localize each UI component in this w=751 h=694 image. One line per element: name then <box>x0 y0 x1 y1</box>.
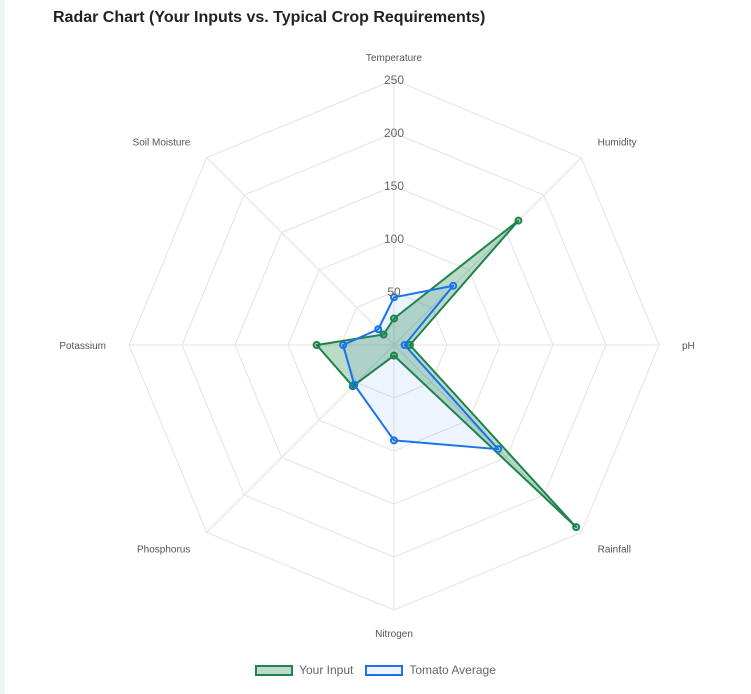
data-point-your-input-nitrogen[interactable] <box>390 351 398 360</box>
spoke-soil-moisture <box>206 157 395 346</box>
axis-label-phosphorus: Phosphorus <box>137 545 190 556</box>
data-point-your-input-rainfall[interactable] <box>572 523 581 532</box>
legend-swatch-your-input <box>255 664 294 676</box>
legend-item-your-input[interactable]: Your Input <box>255 663 353 677</box>
tick-label-200: 200 <box>384 126 404 140</box>
left-edge-strip <box>0 0 5 694</box>
axis-label-temperature: Temperature <box>366 53 423 64</box>
tick-label-150: 150 <box>384 179 404 193</box>
axis-label-nitrogen: Nitrogen <box>375 629 413 640</box>
axis-label-soil-moisture: Soil Moisture <box>133 137 191 148</box>
axis-label-humidity: Humidity <box>598 137 637 148</box>
tick-label-250: 250 <box>384 73 404 87</box>
legend-label-tomato-average: Tomato Average <box>409 663 496 677</box>
legend: Your Input Tomato Average <box>0 660 751 680</box>
axis-labels: Temperature Humidity pH Rainfall Nitrogen Pho… <box>59 53 694 640</box>
axis-label-ph: pH <box>682 341 695 352</box>
data-point-your-input-soil-moisture[interactable] <box>379 330 388 339</box>
series-area-tomato-average <box>342 284 500 451</box>
axis-label-potassium: Potassium <box>59 341 106 352</box>
series-area-your-input <box>315 219 578 529</box>
data-point-tomato-average-nitrogen[interactable] <box>390 436 398 445</box>
tick-label-100: 100 <box>384 232 404 246</box>
data-point-tomato-average-potassium[interactable] <box>339 341 348 349</box>
data-point-tomato-average-temperature[interactable] <box>390 293 398 302</box>
legend-swatch-tomato-average <box>365 664 404 676</box>
data-point-tomato-average-phosphorus[interactable] <box>350 380 359 389</box>
spoke-humidity <box>393 157 582 346</box>
data-point-tomato-average-rainfall[interactable] <box>494 445 503 454</box>
tick-labels: 50 100 150 200 250 <box>384 73 404 299</box>
chart-title: Radar Chart (Your Inputs vs. Typical Cro… <box>53 9 486 26</box>
series-layer <box>315 219 578 529</box>
legend-item-tomato-average[interactable]: Tomato Average <box>365 663 496 677</box>
points-layer <box>312 216 581 532</box>
data-point-tomato-average-soil-moisture[interactable] <box>374 325 383 334</box>
axis-label-rainfall: Rainfall <box>598 545 631 556</box>
data-point-your-input-potassium[interactable] <box>312 341 321 349</box>
spoke-phosphorus <box>206 344 395 533</box>
data-point-tomato-average-ph[interactable] <box>400 341 409 349</box>
legend-label-your-input: Your Input <box>299 663 354 677</box>
data-point-your-input-temperature[interactable] <box>390 314 398 323</box>
data-point-tomato-average-humidity[interactable] <box>449 281 458 290</box>
tick-label-50: 50 <box>387 285 401 299</box>
radar-grid <box>128 79 660 611</box>
data-point-your-input-humidity[interactable] <box>514 216 523 225</box>
